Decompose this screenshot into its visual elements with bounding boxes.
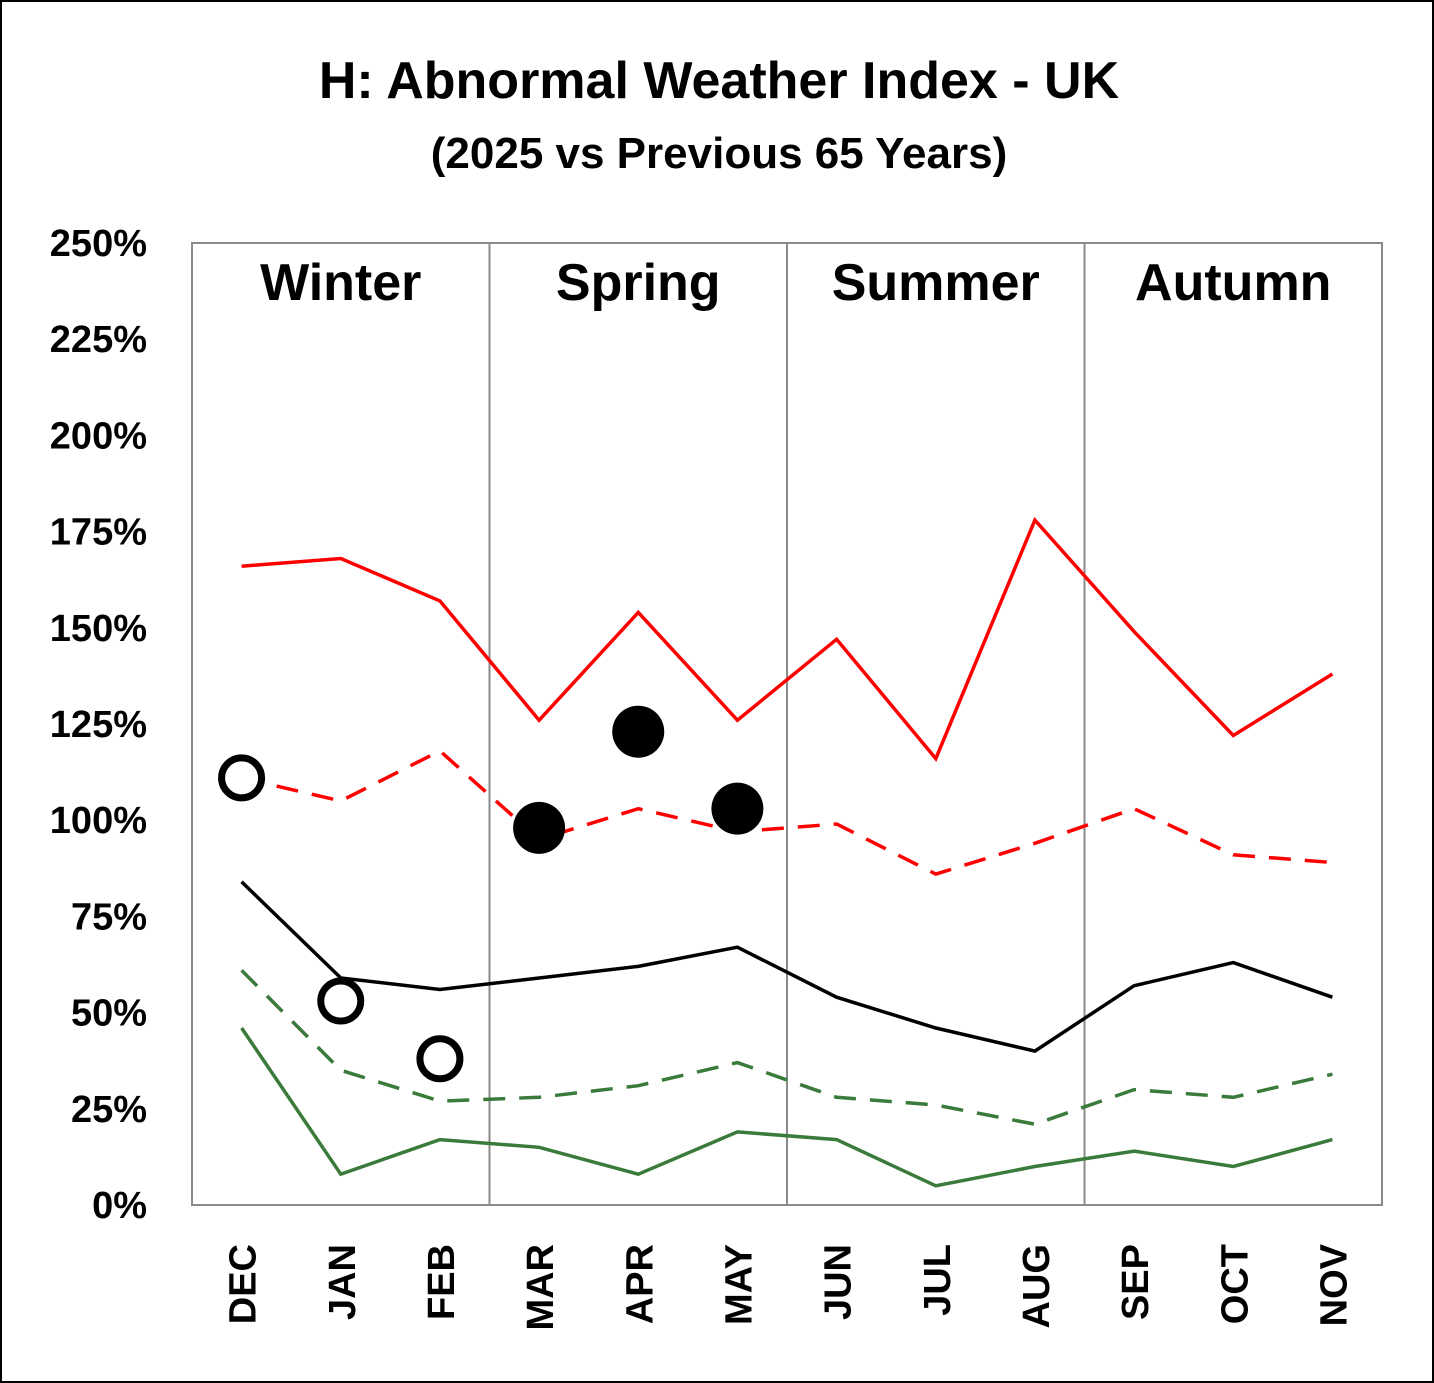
season-label-spring: Spring [556,254,721,312]
x-tick-label: APR [619,1244,661,1324]
marker-filled [513,801,566,854]
y-tick-label: 125% [50,704,147,746]
x-tick-label: MAY [718,1244,760,1325]
x-tick-label: NOV [1313,1243,1355,1326]
x-tick-label: SEP [1115,1244,1157,1320]
y-tick-label: 250% [50,223,147,265]
x-tick-label: FEB [421,1244,463,1320]
marker-open [218,754,266,802]
y-tick-label: 150% [50,608,147,650]
chart-subtitle: (2025 vs Previous 65 Years) [431,129,1008,178]
series-line-2 [241,748,1333,876]
season-label-autumn: Autumn [1135,254,1331,312]
marker-open [416,1035,464,1083]
y-tick-label: 225% [50,319,147,361]
plot-area: Winter Spring Summer Autumn 0% 25% 50% 75% 100% 1… [50,223,1383,1331]
y-tick-label: 100% [50,800,147,842]
season-label-winter: Winter [260,254,421,312]
x-tick-label: DEC [223,1244,265,1324]
y-tick-label: 0% [92,1185,147,1227]
x-tick-label: JAN [322,1244,364,1320]
y-tick-label: 50% [71,993,147,1035]
series-line-3 [240,880,1333,1053]
x-tick-label: AUG [1016,1244,1058,1328]
series-line-4 [240,969,1333,1127]
y-tick-label: 75% [71,896,147,938]
y-tick-label: 25% [71,1089,147,1131]
marker-filled [612,705,665,758]
x-tick-label: JUL [917,1244,959,1316]
chart-title: H: Abnormal Weather Index - UK [319,52,1120,110]
y-tick-label: 175% [50,512,147,554]
marker-filled [711,782,764,835]
x-tick-label: JUN [818,1244,860,1320]
x-tick-label: OCT [1214,1244,1256,1324]
season-label-summer: Summer [832,254,1040,312]
series-line-1 [241,516,1334,762]
series-line-5 [240,1027,1333,1188]
marker-open [317,977,365,1025]
y-tick-label: 200% [50,415,147,457]
x-tick-label: MAR [520,1244,562,1331]
